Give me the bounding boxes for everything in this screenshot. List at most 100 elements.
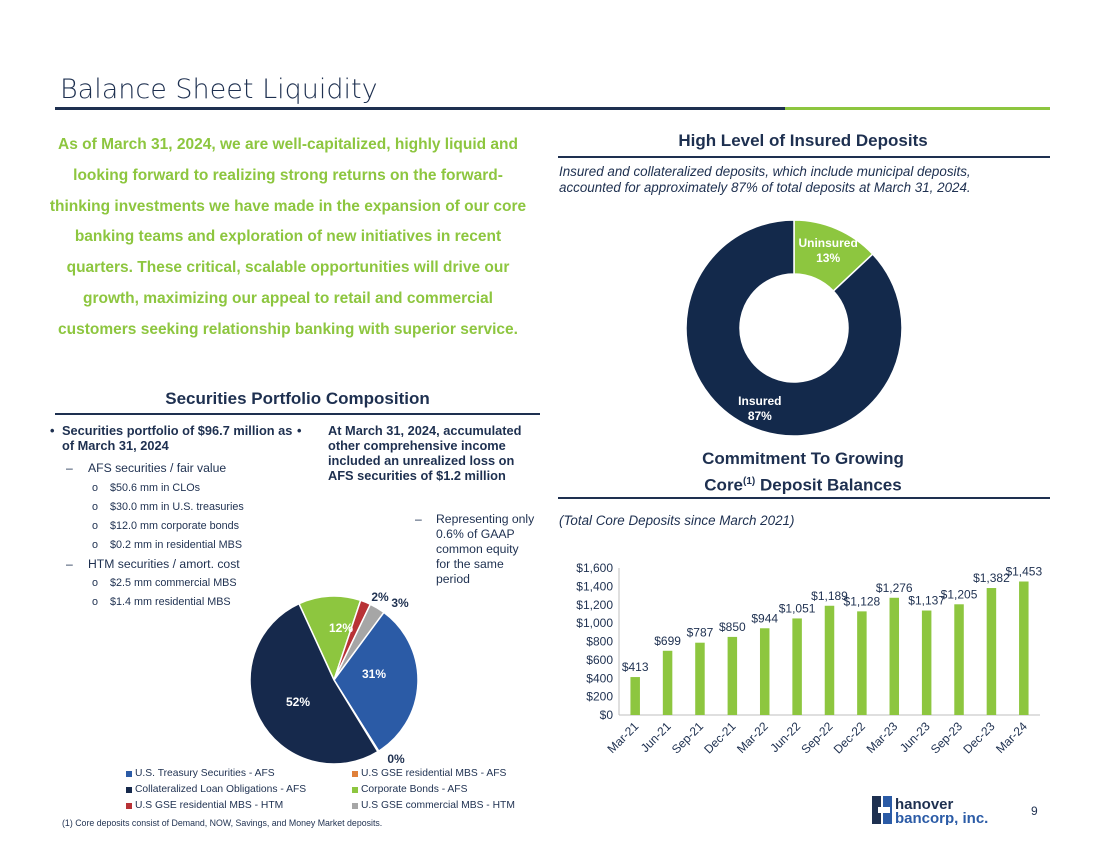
htm-item: $2.5 mm commercial MBS bbox=[110, 577, 237, 589]
x-tick-label: Sep-21 bbox=[669, 719, 706, 756]
legend-label: U.S GSE residential MBS - HTM bbox=[135, 800, 284, 811]
bar bbox=[986, 588, 997, 715]
x-tick-label: Mar-24 bbox=[993, 719, 1030, 756]
securities-bullet-1: Securities portfolio of $96.7 million as… bbox=[62, 423, 293, 453]
core-deposits-heading: Commitment To Growing Core(1) Deposit Ba… bbox=[558, 447, 1048, 497]
y-tick-label: $0 bbox=[600, 708, 614, 722]
bar-value-label: $1,128 bbox=[844, 594, 881, 608]
dash: – bbox=[66, 461, 73, 475]
securities-heading: Securities Portfolio Composition bbox=[165, 389, 430, 408]
donut-value-label: 13% bbox=[816, 251, 840, 265]
core-heading-rule bbox=[558, 497, 1050, 499]
pie-label: 2% bbox=[371, 590, 389, 604]
bar-value-label: $944 bbox=[751, 611, 778, 625]
intro-statement: As of March 31, 2024, we are well-capita… bbox=[49, 136, 527, 338]
page-title: Balance Sheet Liquidity bbox=[60, 74, 378, 105]
bar bbox=[954, 604, 964, 715]
afs-item: $12.0 mm corporate bonds bbox=[110, 520, 240, 532]
bar-value-label: $1,189 bbox=[811, 589, 848, 603]
circle-bullet: o bbox=[92, 596, 99, 608]
legend-label: Corporate Bonds - AFS bbox=[361, 784, 468, 795]
x-tick-label: Mar-22 bbox=[734, 719, 771, 756]
logo-text-line1: hanover bbox=[895, 796, 954, 813]
bullet-dot: • bbox=[50, 423, 55, 438]
footnote: (1) Core deposits consist of Demand, NOW… bbox=[62, 818, 383, 828]
y-tick-label: $800 bbox=[586, 635, 613, 649]
circle-bullet: o bbox=[92, 501, 99, 513]
insured-heading: High Level of Insured Deposits bbox=[678, 131, 928, 150]
x-tick-label: Jun-22 bbox=[767, 719, 803, 755]
legend-item: U.S GSE commercial MBS - HTM bbox=[352, 800, 515, 811]
pie-slice bbox=[249, 602, 379, 765]
pie-label: 3% bbox=[391, 596, 409, 610]
bar bbox=[630, 677, 640, 715]
bar bbox=[759, 628, 770, 715]
bar-value-label: $1,382 bbox=[973, 571, 1010, 585]
bar bbox=[921, 610, 932, 715]
afs-label: AFS securities / fair value bbox=[88, 461, 227, 475]
donut-label: Insured bbox=[738, 394, 781, 408]
securities-heading-rule bbox=[55, 413, 540, 415]
circle-bullet: o bbox=[92, 482, 99, 494]
bar bbox=[857, 611, 867, 715]
bar bbox=[695, 642, 705, 715]
bullet-dot: • bbox=[297, 423, 302, 438]
hanover-logo: hanover bancorp, inc. bbox=[872, 796, 988, 825]
core-heading-rest: Deposit Balances bbox=[755, 475, 902, 495]
x-tick-label: Sep-23 bbox=[928, 719, 965, 756]
bar-value-label: $1,276 bbox=[876, 581, 913, 595]
legend-label: U.S GSE commercial MBS - HTM bbox=[361, 800, 515, 811]
donut-value-label: 87% bbox=[748, 409, 772, 423]
securities-pie-chart: 12% 2% 3% 31% 0% 52% bbox=[249, 590, 419, 765]
x-tick-label: Dec-21 bbox=[701, 719, 738, 756]
bar-value-label: $1,205 bbox=[941, 587, 978, 601]
bar-value-label: $1,453 bbox=[1005, 565, 1042, 579]
donut-label: Uninsured bbox=[798, 236, 857, 250]
pie-label: 12% bbox=[329, 621, 353, 635]
bar bbox=[662, 650, 673, 715]
bar bbox=[889, 597, 900, 715]
legend-swatch bbox=[352, 802, 358, 809]
page-number: 9 bbox=[1031, 804, 1038, 818]
legend-item: Collateralized Loan Obligations - AFS bbox=[126, 784, 306, 795]
dash: – bbox=[66, 557, 73, 571]
y-tick-label: $1,400 bbox=[576, 579, 613, 593]
bar-value-label: $699 bbox=[654, 634, 681, 648]
footnote-marker: (1) bbox=[743, 476, 756, 487]
x-tick-label: Mar-21 bbox=[605, 719, 642, 756]
circle-bullet: o bbox=[92, 577, 99, 589]
y-tick-label: $400 bbox=[586, 671, 613, 685]
legend-item: Corporate Bonds - AFS bbox=[352, 784, 467, 795]
legend-item: U.S GSE residential MBS - HTM bbox=[126, 800, 283, 811]
pie-label: 0% bbox=[387, 752, 405, 765]
x-tick-label: Jun-21 bbox=[638, 719, 674, 755]
circle-bullet: o bbox=[92, 539, 99, 551]
pie-label: 31% bbox=[362, 667, 386, 681]
dash: – bbox=[415, 512, 422, 526]
insured-description: Insured and collateralized deposits, whi… bbox=[559, 164, 971, 195]
bar-value-label: $850 bbox=[719, 620, 746, 634]
y-tick-label: $1,200 bbox=[576, 598, 613, 612]
logo-text-line2: bancorp, inc. bbox=[895, 810, 988, 825]
pie-slice bbox=[333, 611, 419, 753]
circle-bullet: o bbox=[92, 520, 99, 532]
legend-swatch bbox=[352, 770, 358, 777]
x-tick-label: Dec-23 bbox=[960, 719, 997, 756]
bar bbox=[727, 636, 738, 715]
legend-label: U.S. Treasury Securities - AFS bbox=[135, 768, 275, 779]
pie-label: 52% bbox=[286, 695, 310, 709]
afs-item: $50.6 mm in CLOs bbox=[110, 482, 201, 494]
bar-value-label: $413 bbox=[622, 660, 649, 674]
bar bbox=[1019, 581, 1029, 715]
title-rule bbox=[55, 107, 785, 110]
pie-slice bbox=[297, 595, 362, 683]
y-tick-label: $200 bbox=[586, 690, 613, 704]
y-tick-label: $1,000 bbox=[576, 616, 613, 630]
legend-swatch bbox=[126, 802, 132, 809]
x-tick-label: Dec-22 bbox=[831, 719, 868, 756]
donut-slice-insured bbox=[685, 219, 903, 437]
bar bbox=[792, 618, 802, 715]
legend-label: Collateralized Loan Obligations - AFS bbox=[135, 784, 307, 795]
bar bbox=[824, 605, 835, 715]
